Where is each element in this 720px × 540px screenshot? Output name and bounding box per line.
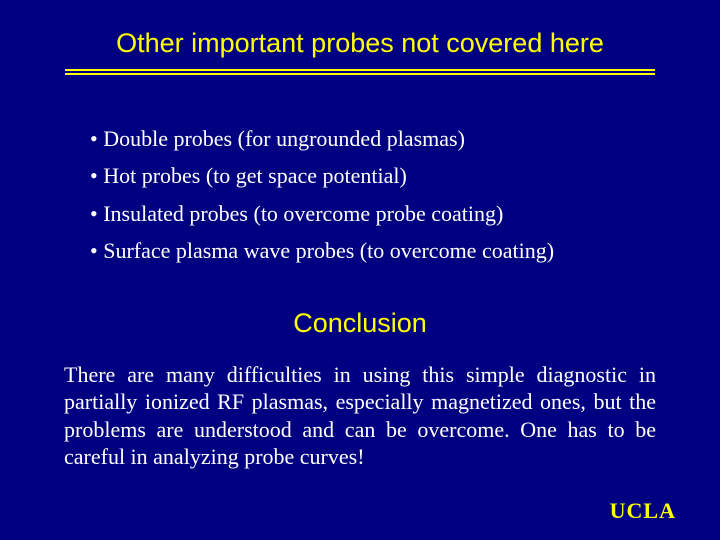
conclusion-heading: Conclusion: [60, 308, 660, 339]
conclusion-body: There are many difficulties in using thi…: [64, 361, 656, 471]
slide-title: Other important probes not covered here: [80, 28, 640, 59]
list-item: Insulated probes (to overcome probe coat…: [90, 195, 660, 232]
list-item: Hot probes (to get space potential): [90, 157, 660, 194]
list-item: Double probes (for ungrounded plasmas): [90, 120, 660, 157]
probe-bullet-list: Double probes (for ungrounded plasmas) H…: [90, 120, 660, 270]
list-item: Surface plasma wave probes (to overcome …: [90, 232, 660, 269]
slide-container: Other important probes not covered here …: [0, 0, 720, 540]
ucla-logo: UCLA: [610, 498, 676, 524]
title-underline: [65, 69, 655, 75]
